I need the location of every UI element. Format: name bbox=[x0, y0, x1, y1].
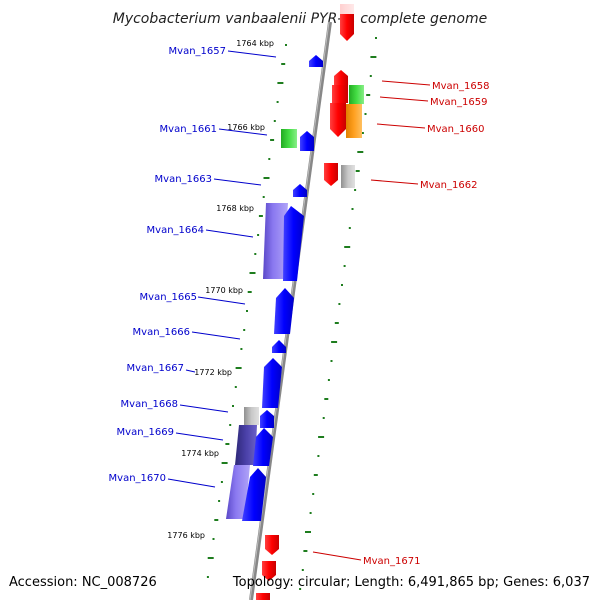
scale-label-1768: 1768 kbp bbox=[216, 204, 254, 213]
scale-label-1776: 1776 kbp bbox=[167, 531, 205, 540]
gene-label-mvan-1668[interactable]: Mvan_1668 bbox=[121, 399, 178, 410]
scale-label-1774: 1774 kbp bbox=[181, 449, 219, 458]
gene-arrow-mvan-1671[interactable] bbox=[265, 535, 279, 555]
accession-text: Accession: NC_008726 bbox=[9, 575, 157, 590]
gene-arrow-mvan-1666[interactable] bbox=[272, 340, 286, 353]
gene-label-mvan-1657[interactable]: Mvan_1657 bbox=[169, 46, 226, 57]
label-leader bbox=[379, 96, 429, 102]
scale-label-1770: 1770 kbp bbox=[205, 286, 243, 295]
gene-arrow-mvan-1669[interactable] bbox=[253, 428, 273, 466]
gc-track-right bbox=[299, 37, 377, 590]
gene-label-mvan-1669[interactable]: Mvan_1669 bbox=[117, 427, 174, 438]
gene-label-mvan-1664[interactable]: Mvan_1664 bbox=[147, 225, 204, 236]
gene-block-mvan-1660[interactable] bbox=[346, 104, 362, 138]
gene-label-mvan-1667[interactable]: Mvan_1667 bbox=[127, 363, 184, 374]
label-leader bbox=[370, 179, 419, 185]
gene-block-mvan-1664[interactable] bbox=[263, 203, 288, 279]
scale-ticks: 1764 kbp 1766 kbp 1768 kbp 1770 kbp 1772… bbox=[167, 39, 274, 540]
gene-block-mvan-1669[interactable] bbox=[235, 425, 257, 465]
label-leader bbox=[175, 432, 224, 441]
gc-track-left bbox=[206, 44, 287, 578]
gene-arrow-lower[interactable] bbox=[262, 561, 276, 581]
label-leader bbox=[185, 369, 196, 373]
gene-block-mvan-1661[interactable] bbox=[281, 129, 297, 148]
reverse-gene-labels: Mvan_1658 Mvan_1659 Mvan_1660 Mvan_1662 … bbox=[312, 80, 489, 567]
gene-arrow-mvan-1662[interactable] bbox=[324, 163, 338, 186]
gene-label-mvan-1662[interactable]: Mvan_1662 bbox=[420, 180, 477, 191]
gene-arrow-mvan-1665[interactable] bbox=[274, 288, 294, 334]
scale-label-1764: 1764 kbp bbox=[236, 39, 274, 48]
gene-arrow-partial[interactable] bbox=[340, 4, 354, 14]
gene-arrow-mvan-1670[interactable] bbox=[242, 468, 266, 521]
gene-arrow-mvan-1663[interactable] bbox=[293, 184, 307, 197]
gene-arrow-mvan-1661[interactable] bbox=[300, 131, 314, 151]
label-leader bbox=[381, 80, 431, 86]
gene-arrow-mvan-1659a[interactable] bbox=[332, 85, 348, 103]
reverse-strand-features bbox=[256, 4, 364, 600]
forward-strand-features bbox=[226, 55, 323, 521]
gene-arrow-mvan-1659[interactable] bbox=[330, 103, 346, 137]
label-leader bbox=[205, 229, 254, 238]
gene-label-mvan-1659[interactable]: Mvan_1659 bbox=[430, 97, 487, 108]
gene-label-mvan-1660[interactable]: Mvan_1660 bbox=[427, 124, 484, 135]
forward-gene-labels: Mvan_1657 Mvan_1661 Mvan_1663 Mvan_1664 … bbox=[109, 46, 277, 488]
gene-arrow-mvan-1664[interactable] bbox=[283, 206, 304, 281]
gene-label-mvan-1666[interactable]: Mvan_1666 bbox=[133, 327, 190, 338]
genome-title: Mycobacterium vanbaalenii PYR-1, complet… bbox=[113, 11, 488, 27]
gene-arrow-mvan-1658[interactable] bbox=[334, 70, 348, 85]
gene-label-mvan-1661[interactable]: Mvan_1661 bbox=[160, 124, 217, 135]
gene-label-mvan-1671[interactable]: Mvan_1671 bbox=[363, 556, 420, 567]
gene-label-mvan-1670[interactable]: Mvan_1670 bbox=[109, 473, 166, 484]
gene-arrow-mvan-1667[interactable] bbox=[262, 358, 282, 408]
gene-block-mvan-1668[interactable] bbox=[244, 407, 259, 425]
gene-label-mvan-1658[interactable]: Mvan_1658 bbox=[432, 81, 489, 92]
label-leader bbox=[197, 296, 246, 305]
label-leader bbox=[179, 404, 229, 413]
label-leader bbox=[213, 178, 262, 186]
label-leader bbox=[227, 50, 277, 58]
gene-arrow-mvan-1657[interactable] bbox=[309, 55, 323, 67]
label-leader bbox=[167, 478, 216, 488]
label-leader bbox=[191, 331, 241, 340]
gene-label-mvan-1663[interactable]: Mvan_1663 bbox=[155, 174, 212, 185]
label-leader bbox=[312, 551, 362, 561]
gene-block-mvan-1670[interactable] bbox=[226, 465, 250, 519]
label-leader bbox=[218, 128, 268, 136]
scale-label-1766: 1766 kbp bbox=[227, 123, 265, 132]
gene-arrow-top[interactable] bbox=[340, 14, 354, 41]
scale-label-1772: 1772 kbp bbox=[194, 368, 232, 377]
gene-block-mvan-1662[interactable] bbox=[341, 165, 355, 188]
gene-label-mvan-1665[interactable]: Mvan_1665 bbox=[140, 292, 197, 303]
gene-arrow-mvan-1668[interactable] bbox=[260, 410, 274, 428]
gene-block-mvan-1659[interactable] bbox=[349, 85, 364, 104]
label-leader bbox=[376, 123, 426, 129]
topology-text: Topology: circular; Length: 6,491,865 bp… bbox=[232, 575, 590, 590]
gene-arrow-bottom[interactable] bbox=[256, 593, 270, 600]
